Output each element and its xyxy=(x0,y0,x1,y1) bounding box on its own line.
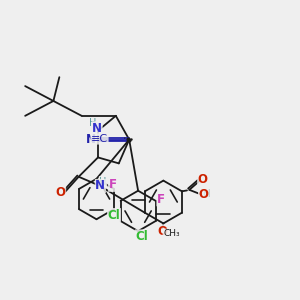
Text: N: N xyxy=(95,179,105,193)
Text: N: N xyxy=(85,133,96,146)
Text: O: O xyxy=(157,225,167,238)
Text: N: N xyxy=(92,122,102,135)
Text: ≡C: ≡C xyxy=(91,134,108,144)
Text: Cl: Cl xyxy=(135,230,148,243)
Text: CH₃: CH₃ xyxy=(163,229,180,238)
Text: F: F xyxy=(109,178,116,191)
Text: O: O xyxy=(198,172,208,186)
Text: Cl: Cl xyxy=(108,208,120,222)
Text: O: O xyxy=(199,188,208,201)
Text: H: H xyxy=(203,189,211,199)
Text: H: H xyxy=(89,118,96,128)
Text: F: F xyxy=(157,193,165,206)
Text: H: H xyxy=(99,176,107,187)
Text: O: O xyxy=(56,186,65,199)
